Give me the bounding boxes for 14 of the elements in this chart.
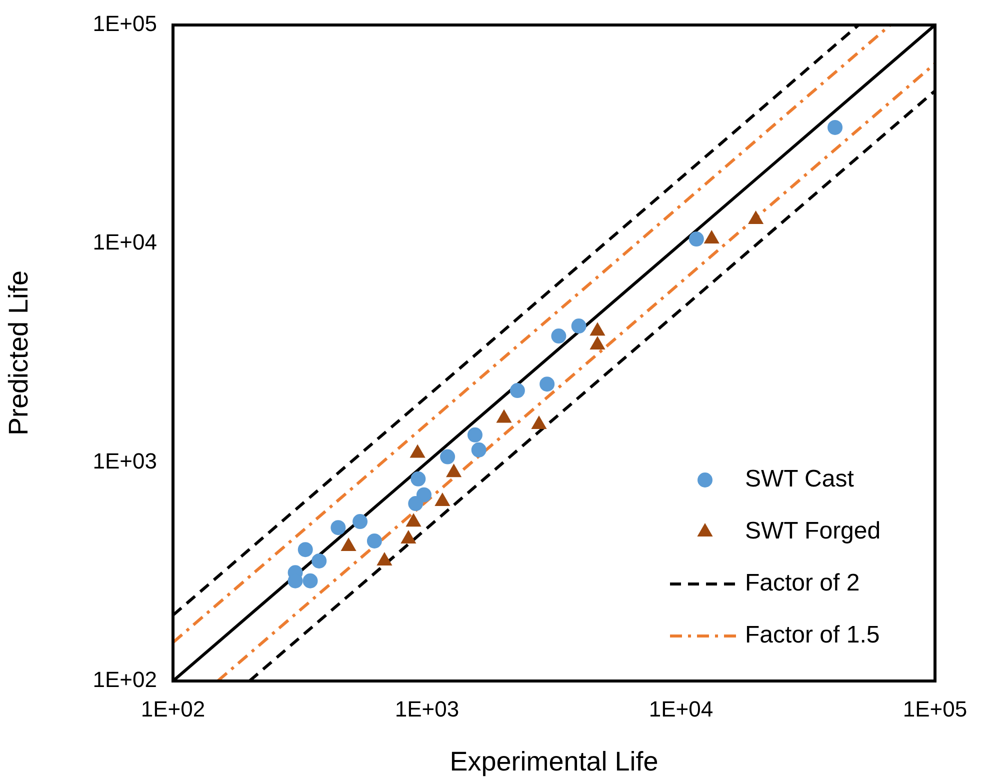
x-tick-label: 1E+04	[648, 696, 714, 722]
y-tick-label: 1E+03	[92, 448, 157, 474]
y-tick-label: 1E+04	[92, 230, 157, 255]
x-tick-label: 1E+03	[394, 696, 460, 722]
legend-label: SWT Cast	[745, 466, 854, 493]
x-axis-title: Experimental Life	[450, 746, 658, 776]
y-tick-label: 1E+02	[92, 667, 157, 692]
y-tick-label: 1E+05	[92, 11, 157, 36]
x-tick-label: 1E+02	[140, 696, 206, 722]
x-tick-label: 1E+05	[902, 696, 968, 722]
legend-label: SWT Forged	[745, 518, 881, 545]
y-axis-title: Predicted Life	[4, 270, 34, 436]
legend-label: Factor of 1.5	[745, 622, 880, 649]
legend-label: Factor of 2	[745, 570, 860, 597]
